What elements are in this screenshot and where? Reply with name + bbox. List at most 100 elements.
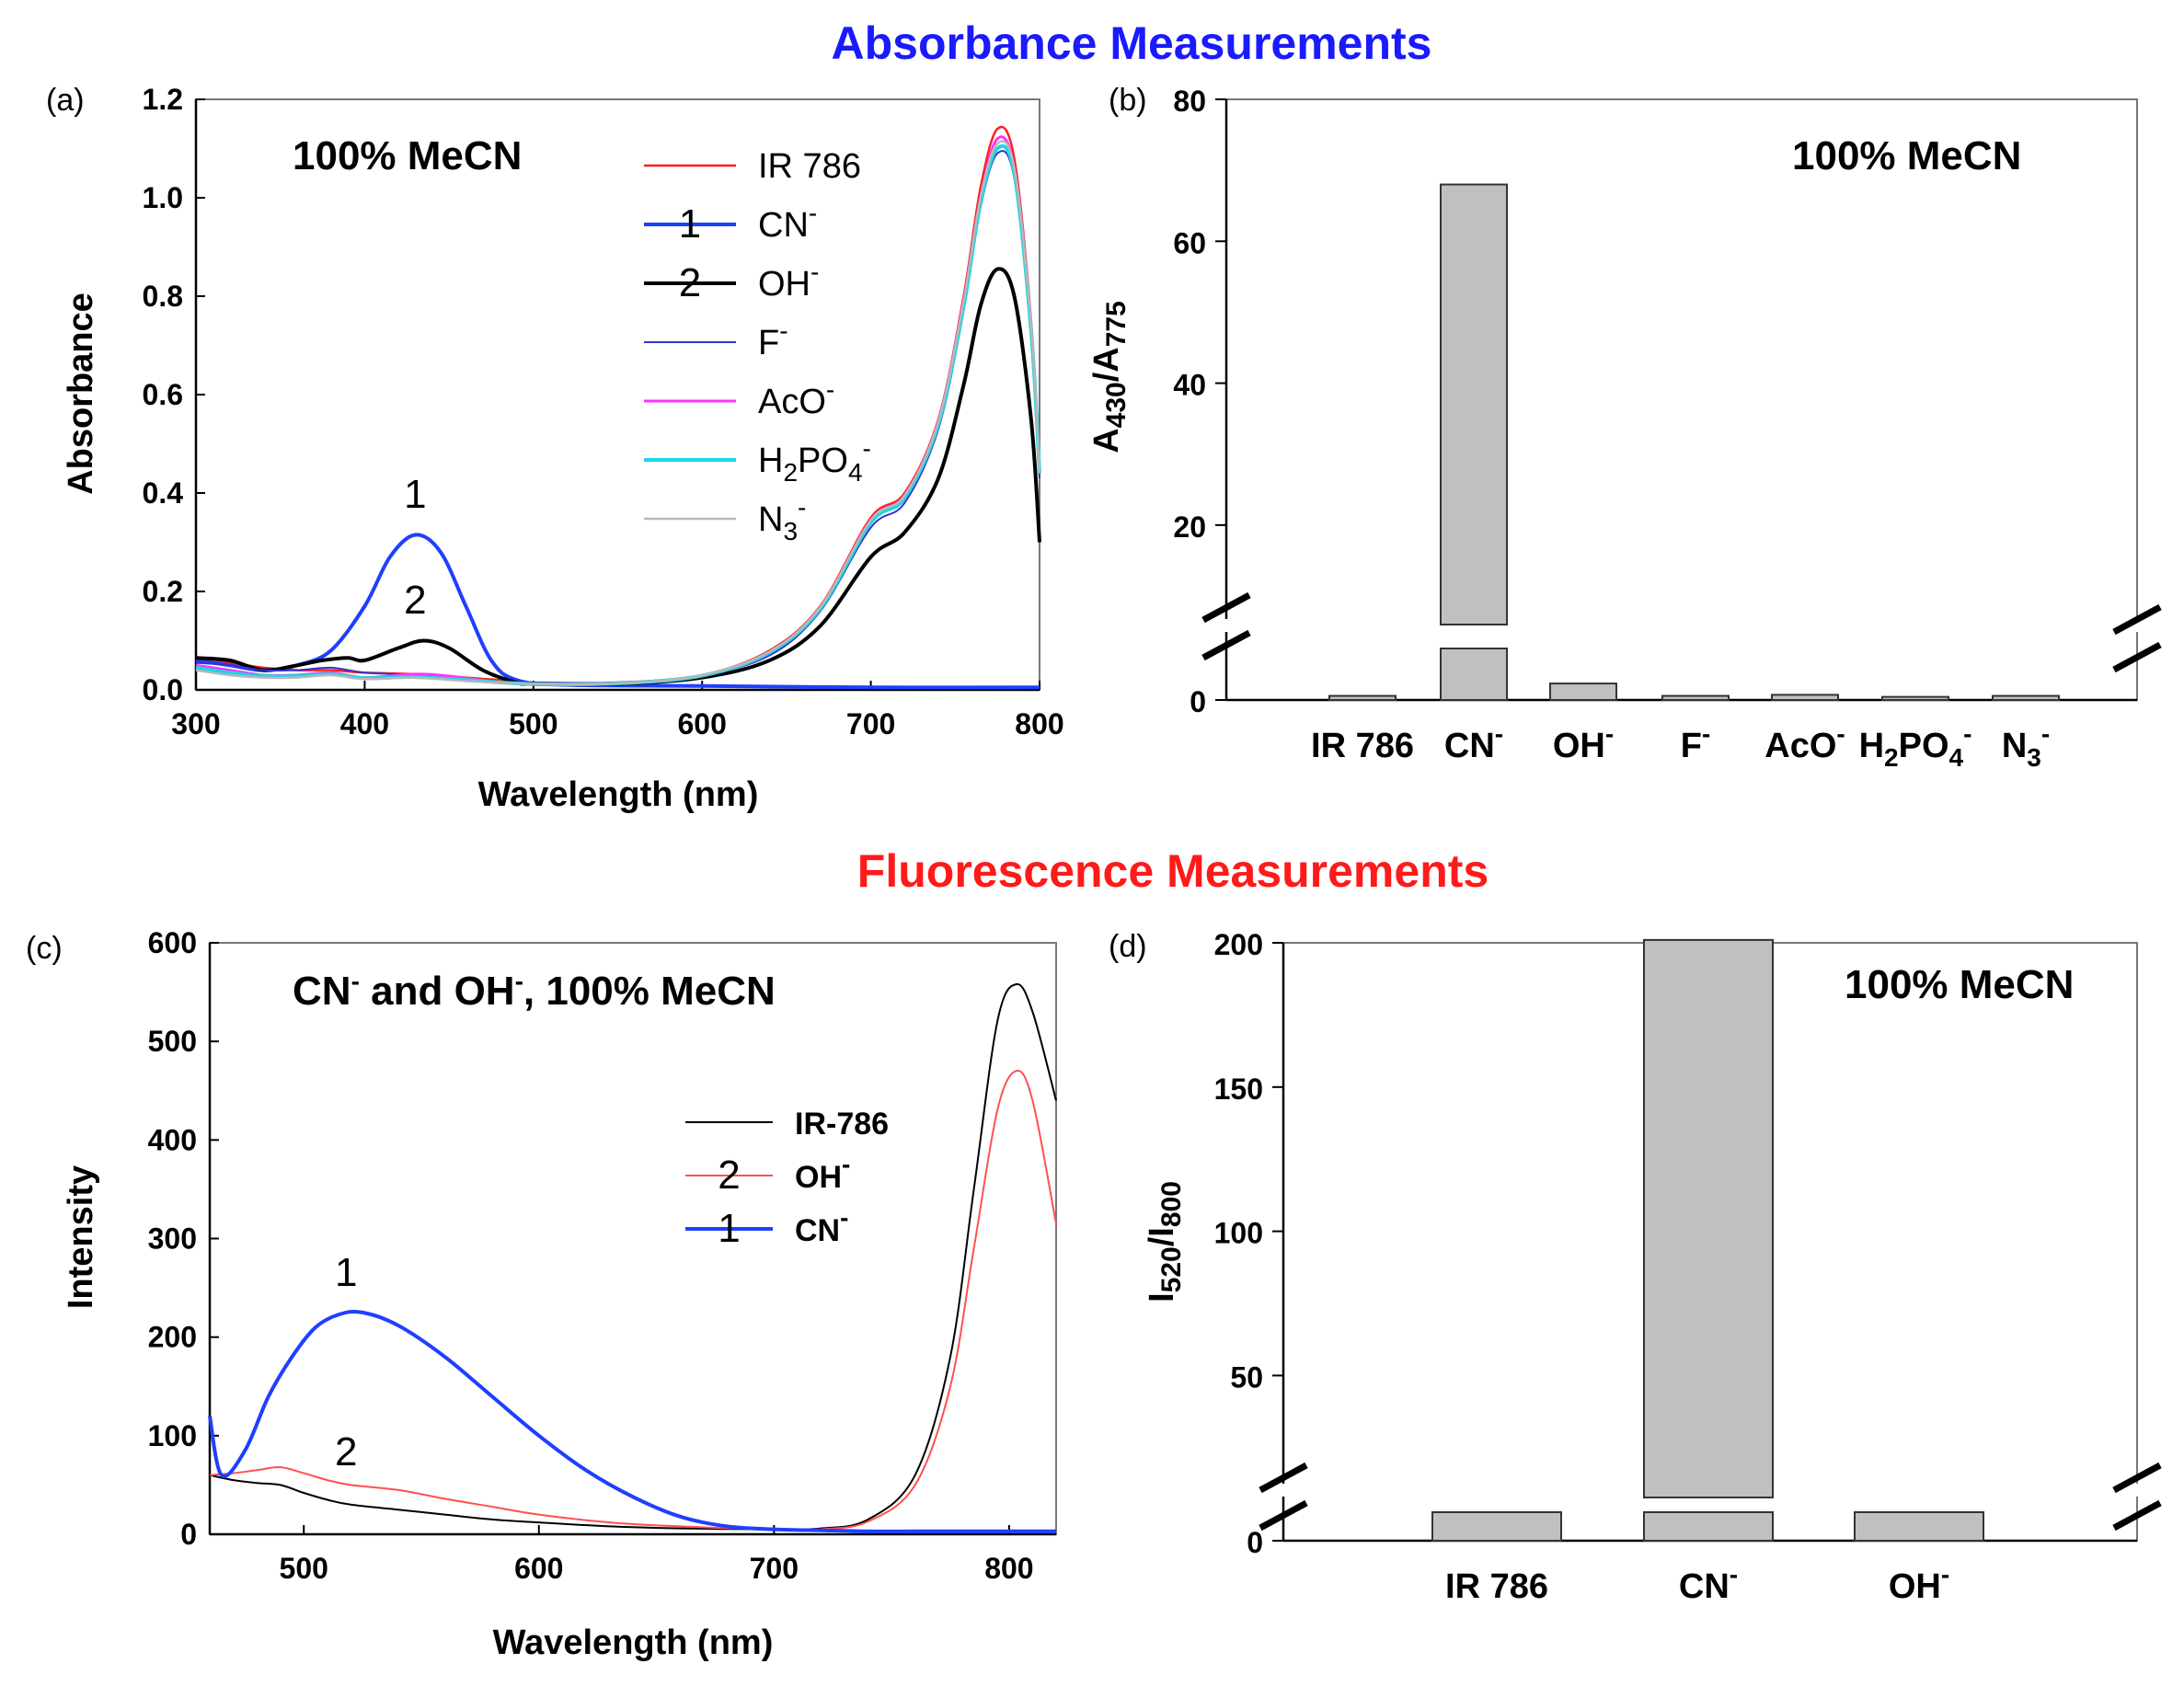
bar — [1549, 683, 1617, 702]
y-tick-label: 200 — [1214, 928, 1263, 961]
panel-b-bars — [1328, 183, 2060, 702]
bar — [1440, 648, 1508, 701]
panel-b-y-ticks: 0 20 40 60 80 — [1173, 85, 1226, 718]
panel-d-bars — [1431, 938, 1984, 1542]
legend-label: OH- — [795, 1150, 850, 1195]
legend-label: AcO- — [758, 375, 834, 421]
panel-c-legend: IR-786 2 OH- 1 CN- — [685, 1107, 889, 1251]
category-label: AcO- — [1764, 719, 1845, 765]
series-line — [195, 135, 1041, 686]
legend-label: CN- — [758, 199, 817, 245]
panel-b: (b) 0 20 40 60 80 IR 786 CN- OH- F- AcO- H2PO4- N3… — [1087, 83, 2167, 772]
category-label: IR 786 — [1445, 1567, 1548, 1606]
legend-marker: 1 — [718, 1206, 740, 1251]
series-line — [209, 982, 1057, 1531]
y-tick-label: 60 — [1173, 226, 1206, 259]
legend-marker: 1 — [679, 201, 701, 247]
legend-label: OH- — [758, 258, 819, 304]
legend-label: N3- — [758, 493, 806, 545]
x-tick-label: 500 — [280, 1552, 328, 1585]
x-tick-label: 700 — [846, 707, 895, 740]
bar — [1328, 694, 1397, 702]
series-line — [209, 1070, 1057, 1532]
panel-a-x-ticks: 300 400 500 600 700 800 — [171, 681, 1064, 740]
panel-d-y-label: I520/I800 — [1143, 1181, 1187, 1302]
category-label: F- — [1681, 719, 1711, 765]
panel-a-x-label: Wavelength (nm) — [478, 775, 759, 814]
x-tick-label: 300 — [171, 707, 220, 740]
bar — [1881, 695, 1949, 702]
panel-c-curve-labels: 12 — [335, 1250, 357, 1474]
x-tick-label: 800 — [1015, 707, 1063, 740]
y-tick-label: 0 — [1190, 685, 1206, 718]
legend-label: CN- — [795, 1203, 848, 1248]
y-tick-label: 300 — [148, 1222, 197, 1256]
bar — [1992, 694, 2060, 702]
legend-marker: 2 — [679, 260, 701, 305]
panel-b-frame — [1225, 98, 2138, 701]
series-line — [195, 267, 1041, 687]
panel-c-x-ticks: 500 600 700 800 — [280, 1525, 1034, 1585]
y-tick-label: 0.0 — [143, 673, 183, 706]
bar — [1771, 694, 1839, 702]
y-tick-label: 1.0 — [143, 181, 183, 214]
panel-a-label: (a) — [46, 83, 85, 118]
panel-c-y-label: Intensity — [62, 1165, 100, 1309]
legend-label: IR 786 — [758, 147, 861, 186]
legend-label: F- — [758, 316, 788, 362]
y-tick-label: 80 — [1173, 85, 1206, 118]
category-label: OH- — [1553, 719, 1614, 765]
panel-d-axis-break — [1253, 1462, 2167, 1532]
panel-c-series — [208, 982, 1057, 1533]
panel-b-y-label: A430/A775 — [1087, 301, 1132, 453]
y-tick-label: 0 — [1247, 1526, 1263, 1559]
series-line — [195, 533, 1040, 690]
panel-d-label: (d) — [1109, 929, 1147, 964]
y-tick-label: 20 — [1173, 511, 1206, 544]
curve-label: 2 — [335, 1429, 357, 1474]
panel-c-label: (c) — [26, 931, 63, 966]
x-tick-label: 500 — [509, 707, 557, 740]
y-tick-label: 50 — [1230, 1360, 1263, 1394]
panel-a: (a) 0.0 0.2 0.4 0.6 0.8 1.0 1.2 300 400 500 600 70… — [46, 83, 1064, 814]
panel-b-categories: IR 786 CN- OH- F- AcO- H2PO4- N3- — [1311, 719, 2050, 772]
category-label: CN- — [1444, 719, 1503, 765]
panel-b-annotation: 100% MeCN — [1792, 133, 2021, 178]
absorbance-section-title: Absorbance Measurements — [831, 17, 1431, 69]
y-tick-label: 1.2 — [143, 83, 183, 116]
panel-a-annotation: 100% MeCN — [293, 133, 522, 178]
panel-c-y-ticks: 0 100 200 300 400 500 600 — [148, 926, 219, 1551]
y-tick-label: 200 — [148, 1321, 197, 1354]
category-label: N3- — [2002, 719, 2050, 772]
panel-b-axis-break — [1196, 591, 2167, 673]
series-line — [195, 150, 1040, 684]
bar — [1661, 694, 1730, 702]
curve-label: 2 — [404, 578, 426, 623]
y-tick-label: 0.8 — [143, 280, 183, 313]
curve-label: 1 — [335, 1250, 357, 1295]
bar — [1643, 1511, 1774, 1542]
bar — [1431, 1511, 1562, 1542]
y-tick-label: 40 — [1173, 369, 1206, 402]
y-tick-label: 0.4 — [143, 476, 184, 510]
legend-label: IR-786 — [795, 1107, 889, 1142]
bar — [1854, 1511, 1984, 1542]
series-line — [195, 143, 1041, 687]
x-tick-label: 600 — [514, 1552, 563, 1585]
y-tick-label: 150 — [1214, 1073, 1263, 1106]
panel-c-x-label: Wavelength (nm) — [493, 1623, 774, 1662]
panel-a-frame — [195, 98, 1040, 691]
panel-d-categories: IR 786 CN- OH- — [1445, 1560, 1949, 1606]
y-tick-label: 0 — [180, 1518, 197, 1551]
fluorescence-section-title: Fluorescence Measurements — [857, 845, 1489, 897]
y-tick-label: 0.2 — [143, 575, 183, 608]
panel-a-y-ticks: 0.0 0.2 0.4 0.6 0.8 1.0 1.2 — [143, 83, 205, 706]
x-tick-label: 800 — [984, 1552, 1033, 1585]
category-label: OH- — [1889, 1560, 1949, 1606]
panel-d-annotation: 100% MeCN — [1845, 962, 2074, 1007]
y-tick-label: 100 — [1214, 1217, 1263, 1250]
series-line — [195, 125, 1041, 684]
bar-upper — [1643, 938, 1774, 1498]
